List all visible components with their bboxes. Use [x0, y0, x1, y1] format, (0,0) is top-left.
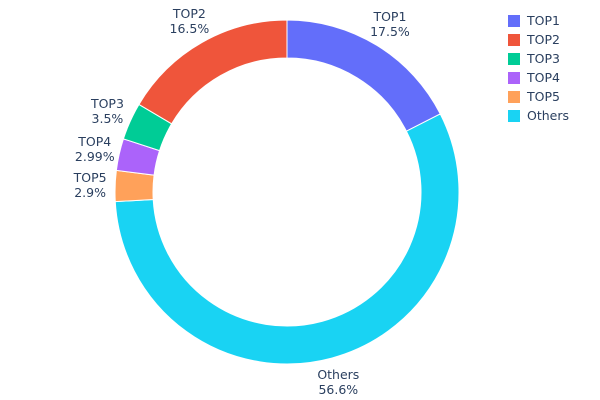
legend-swatch-top5: [508, 91, 520, 103]
legend-swatch-top4: [508, 72, 520, 84]
pie-slice-top1[interactable]: [286, 19, 441, 132]
legend-label: Others: [527, 108, 570, 123]
legend-item-top3[interactable]: TOP3: [508, 52, 569, 66]
legend-item-top4[interactable]: TOP4: [508, 71, 569, 85]
legend-label: TOP2: [527, 32, 560, 47]
legend: TOP1 TOP2 TOP3 TOP4 TOP5 Others: [508, 14, 569, 123]
pie-slice-top5[interactable]: [114, 169, 155, 203]
pie-slice-top2[interactable]: [138, 19, 288, 125]
slice-label-top2: TOP2 16.5%: [170, 6, 210, 36]
slice-label-top3: TOP3 3.5%: [90, 96, 124, 126]
slice-label-top1: TOP1 17.5%: [370, 9, 410, 39]
pie-slice-others[interactable]: [114, 113, 460, 365]
legend-swatch-others: [508, 110, 520, 122]
slice-label-others: Others 56.6%: [317, 367, 359, 397]
legend-label: TOP4: [527, 70, 560, 85]
legend-swatch-top1: [508, 15, 520, 27]
slice-label-top4: TOP4 2.99%: [75, 134, 115, 164]
slice-label-top5: TOP5 2.9%: [73, 170, 107, 200]
legend-label: TOP1: [527, 13, 560, 28]
legend-item-top2[interactable]: TOP2: [508, 33, 569, 47]
legend-label: TOP5: [527, 89, 560, 104]
legend-label: TOP3: [527, 51, 560, 66]
legend-item-top5[interactable]: TOP5: [508, 90, 569, 104]
legend-swatch-top2: [508, 34, 520, 46]
legend-item-others[interactable]: Others: [508, 109, 569, 123]
legend-swatch-top3: [508, 53, 520, 65]
legend-item-top1[interactable]: TOP1: [508, 14, 569, 28]
